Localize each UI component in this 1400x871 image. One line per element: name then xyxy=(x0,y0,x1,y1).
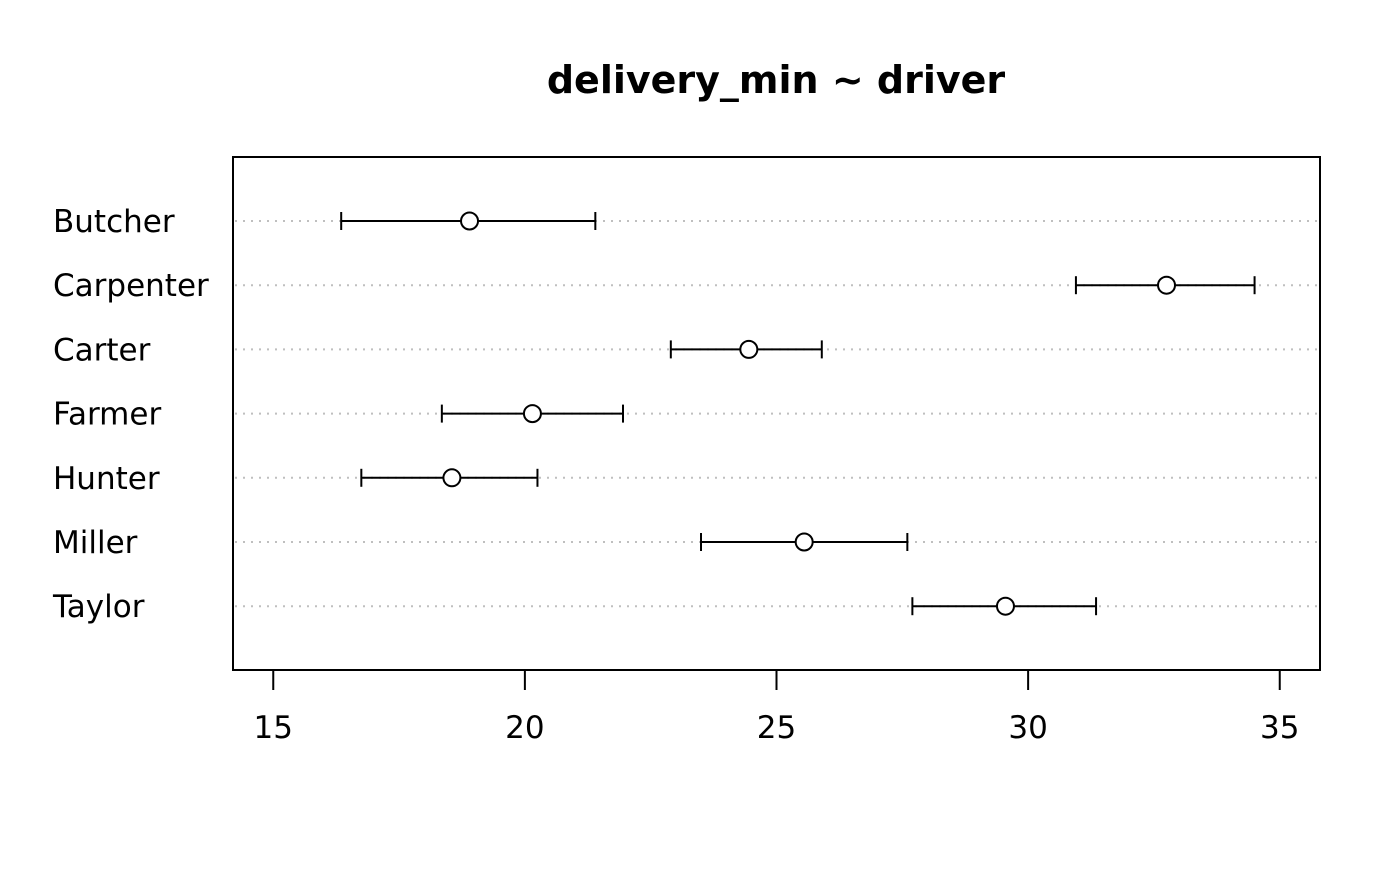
category-label: Carter xyxy=(53,332,151,368)
estimate-point xyxy=(1157,275,1177,295)
category-label: Hunter xyxy=(53,461,160,497)
x-tick-label: 30 xyxy=(1008,710,1047,746)
category-label: Miller xyxy=(53,525,138,561)
category-label: Butcher xyxy=(53,204,175,240)
x-tick-label: 25 xyxy=(757,710,796,746)
estimate-point xyxy=(442,468,462,488)
x-axis: 15 20 25 30 35 xyxy=(254,670,1299,746)
category-labels: Butcher Carpenter Carter Farmer Hunter Miller… xyxy=(52,204,209,625)
chart-title: delivery_min ~ driver xyxy=(547,58,1006,102)
interval-layer xyxy=(340,212,1256,616)
estimate-point xyxy=(522,404,542,424)
x-tick-label: 35 xyxy=(1260,710,1299,746)
estimate-point xyxy=(460,211,480,231)
estimate-point xyxy=(995,596,1015,616)
x-tick-label: 20 xyxy=(505,710,544,746)
category-label: Taylor xyxy=(52,589,145,625)
estimate-point xyxy=(794,532,814,552)
grid-layer xyxy=(235,220,1318,608)
category-label: Farmer xyxy=(53,397,161,433)
category-label: Carpenter xyxy=(53,268,209,304)
x-tick-label: 15 xyxy=(254,710,293,746)
point-layer xyxy=(442,211,1177,616)
estimate-point xyxy=(739,339,759,359)
